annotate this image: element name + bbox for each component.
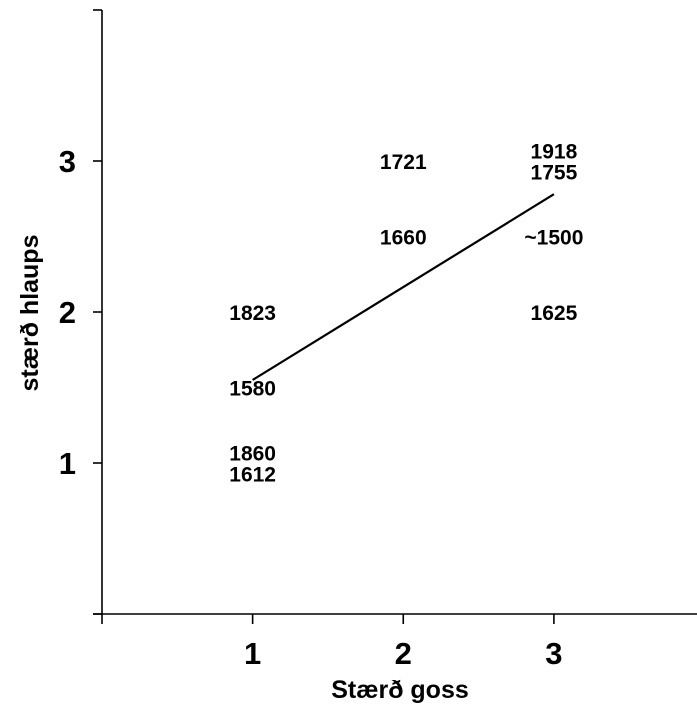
data-point-label: ~1500 xyxy=(524,227,583,250)
data-point-label: 1580 xyxy=(229,378,276,401)
axis-tick-labels: 1 2 3 1 2 3 xyxy=(59,144,563,671)
data-point-label: 1823 xyxy=(229,302,276,325)
x-tick-label: 2 xyxy=(395,636,412,671)
y-tick-label: 2 xyxy=(59,295,76,330)
x-tick-label: 1 xyxy=(244,636,261,671)
x-tick-label: 3 xyxy=(545,636,562,671)
data-point-label: 1755 xyxy=(531,162,578,185)
data-point-label: 1918 xyxy=(531,140,578,163)
data-point-label: 1721 xyxy=(380,151,427,174)
data-point-label: 1660 xyxy=(380,227,427,250)
x-axis-title: Stærð goss xyxy=(331,676,469,704)
y-tick-label: 3 xyxy=(59,144,76,179)
data-point-label: 1625 xyxy=(531,302,578,325)
axis-ticks xyxy=(93,9,555,624)
y-axis-title: stærð hlaups xyxy=(16,235,44,392)
trend-line xyxy=(252,193,555,381)
data-point-label: 1612 xyxy=(229,464,276,487)
y-tick-label: 1 xyxy=(59,446,76,481)
data-point-label: 1860 xyxy=(229,442,276,465)
